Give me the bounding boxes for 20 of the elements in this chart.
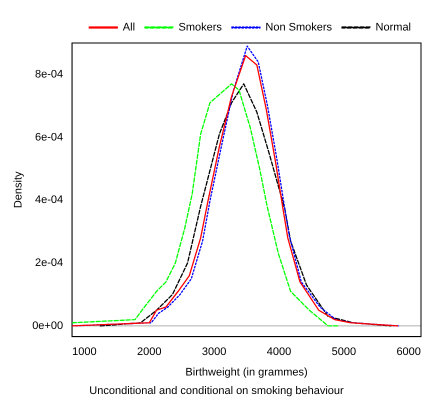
legend-label: Smokers xyxy=(178,22,222,34)
y-tick-label: 8e-04 xyxy=(34,68,64,80)
y-tick-label: 6e-04 xyxy=(34,131,64,144)
x-tick-label: 1000 xyxy=(72,346,97,358)
y-tick-label: 2e-04 xyxy=(34,257,64,270)
line-series xyxy=(100,83,392,327)
x-tick-label: 3000 xyxy=(202,346,226,358)
text: Unconditional and conditional on smoking behaviour xyxy=(88,385,345,397)
x-tick-label: 6000 xyxy=(396,346,421,358)
legend-label: Non Smokers xyxy=(265,22,333,34)
line-series xyxy=(72,83,338,327)
x-tick-label: 2000 xyxy=(137,346,162,358)
x-axis-title: Birthweight (in grammes) xyxy=(185,366,308,378)
x-tick-label: 4000 xyxy=(266,346,292,358)
y-axis-title: Density xyxy=(12,170,25,208)
y-tick-label: 0e+00 xyxy=(32,320,64,332)
x-tick-label: 5000 xyxy=(332,346,356,358)
legend-label: Normal xyxy=(376,22,412,34)
y-tick-label: 4e-04 xyxy=(34,194,64,206)
legend-label: All xyxy=(122,22,136,34)
